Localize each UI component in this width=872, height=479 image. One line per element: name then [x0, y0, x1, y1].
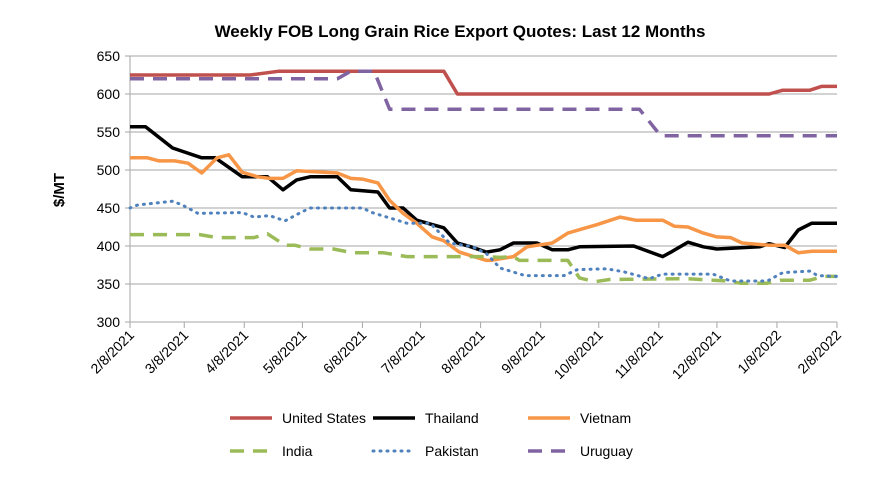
- series-line-pakistan: [128, 199, 839, 283]
- x-tick-label: 11/8/2021: [611, 327, 666, 382]
- y-axis-label: $/MT: [51, 173, 68, 207]
- chart-title: Weekly FOB Long Grain Rice Export Quotes…: [215, 22, 706, 41]
- x-tick-label: 8/8/2021: [438, 327, 488, 377]
- x-tick-label: 3/8/2021: [142, 327, 192, 377]
- y-tick-label: 600: [97, 86, 121, 102]
- series-line-india: [130, 232, 837, 285]
- legend-label-uruguay: Uruguay: [580, 443, 633, 459]
- y-tick-label: 500: [97, 162, 121, 178]
- x-tick-label: 2/8/2021: [87, 327, 137, 377]
- y-tick-label: 650: [97, 48, 121, 64]
- y-tick-label: 400: [97, 238, 121, 254]
- x-tick-label: 12/8/2021: [669, 327, 725, 383]
- legend-label-thailand: Thailand: [425, 410, 479, 426]
- y-tick-label: 300: [97, 314, 121, 330]
- x-tick-label: 1/8/2022: [734, 327, 784, 377]
- x-tick-label: 5/8/2021: [260, 327, 310, 377]
- legend-label-pakistan: Pakistan: [425, 443, 479, 459]
- legend-label-united-states: United States: [282, 410, 366, 426]
- legend-label-india: India: [282, 443, 313, 459]
- x-tick-label: 9/8/2021: [498, 327, 548, 377]
- x-tick-label: 2/8/2022: [794, 327, 844, 377]
- series-line-uruguay: [130, 69, 837, 138]
- series-line-united-states: [130, 69, 837, 96]
- x-tick-label: 10/8/2021: [551, 327, 607, 383]
- y-tick-label: 350: [97, 276, 121, 292]
- legend-label-vietnam: Vietnam: [580, 410, 631, 426]
- y-tick-label: 550: [97, 124, 121, 140]
- y-tick-label: 450: [97, 200, 121, 216]
- x-tick-label: 4/8/2021: [202, 327, 252, 377]
- x-tick-label: 6/8/2021: [320, 327, 370, 377]
- series-line-vietnam: [130, 153, 837, 263]
- x-tick-label: 7/8/2021: [378, 327, 428, 377]
